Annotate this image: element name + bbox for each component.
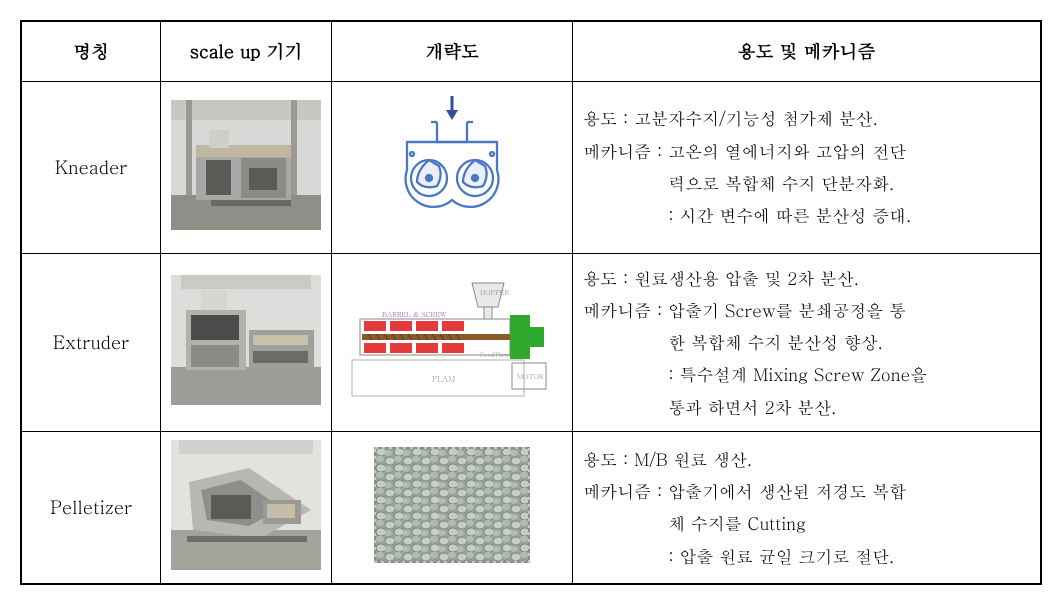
- desc-line: 력으로 복합체 수지 단분자화.: [583, 167, 1030, 199]
- desc-line: 체 수지를 Cutting: [583, 507, 1030, 539]
- desc-line: 한 복합체 수지 분산성 향상.: [583, 326, 1030, 358]
- svg-text:BARREL & SCREW: BARREL & SCREW: [382, 309, 447, 319]
- desc-line: 메카니즘 : 압출기 Screw를 분쇄공정을 통: [583, 294, 1030, 326]
- svg-text:FLAM: FLAM: [432, 374, 455, 385]
- row-photo-cell: [161, 81, 332, 253]
- desc-line: 통과 하면서 2차 분산.: [583, 391, 1030, 423]
- desc-line: : 시간 변수에 따른 분산성 증대.: [583, 199, 1030, 231]
- row-diagram-cell: [332, 431, 573, 584]
- row-name: Extruder: [21, 253, 161, 431]
- kneader-diagram-icon: [367, 90, 537, 240]
- svg-text:HOPPER: HOPPER: [480, 287, 509, 297]
- row-desc: 용도 : 원료생산용 압출 및 2차 분산. 메카니즘 : 압출기 Screw를…: [573, 253, 1041, 431]
- table-row: Kneader: [21, 81, 1041, 253]
- pellets-photo-icon: [367, 440, 537, 570]
- extruder-diagram-icon: FLAM HOPPER BARREL & SCREW: [342, 275, 562, 405]
- row-name: Pelletizer: [21, 431, 161, 584]
- col-header-desc: 용도 및 메카니즘: [573, 21, 1041, 81]
- table-row: Extruder: [21, 253, 1041, 431]
- row-name: Kneader: [21, 81, 161, 253]
- machine-photo-icon: [171, 275, 321, 405]
- row-desc: 용도 : 고분자수지/기능성 첨가제 분산. 메카니즘 : 고온의 열에너지와 …: [573, 81, 1041, 253]
- desc-line: 용도 : M/B 원료 생산.: [583, 443, 1030, 475]
- col-header-diagram: 개략도: [332, 21, 573, 81]
- desc-line: : 압출 원료 균일 크기로 절단.: [583, 540, 1030, 572]
- desc-line: 메카니즘 : 고온의 열에너지와 고압의 전단: [583, 135, 1030, 167]
- table-row: Pelletizer: [21, 431, 1041, 584]
- svg-text:FeedThroat: FeedThroat: [480, 350, 515, 359]
- equipment-table: 명칭 scale up 기기 개략도 용도 및 메카니즘 Kneader: [20, 20, 1042, 585]
- svg-text:MOTOR: MOTOR: [517, 371, 544, 381]
- row-diagram-cell: FLAM HOPPER BARREL & SCREW: [332, 253, 573, 431]
- table-header-row: 명칭 scale up 기기 개략도 용도 및 메카니즘: [21, 21, 1041, 81]
- desc-line: : 특수설계 Mixing Screw Zone을: [583, 358, 1030, 390]
- row-photo-cell: [161, 253, 332, 431]
- row-diagram-cell: [332, 81, 573, 253]
- row-photo-cell: [161, 431, 332, 584]
- desc-line: 용도 : 원료생산용 압출 및 2차 분산.: [583, 262, 1030, 294]
- machine-photo-icon: [171, 440, 321, 570]
- col-header-name: 명칭: [21, 21, 161, 81]
- desc-line: 메카니즘 : 압출기에서 생산된 저경도 복합: [583, 475, 1030, 507]
- machine-photo-icon: [171, 100, 321, 230]
- desc-line: 용도 : 고분자수지/기능성 첨가제 분산.: [583, 102, 1030, 134]
- col-header-photo: scale up 기기: [161, 21, 332, 81]
- row-desc: 용도 : M/B 원료 생산. 메카니즘 : 압출기에서 생산된 저경도 복합 …: [573, 431, 1041, 584]
